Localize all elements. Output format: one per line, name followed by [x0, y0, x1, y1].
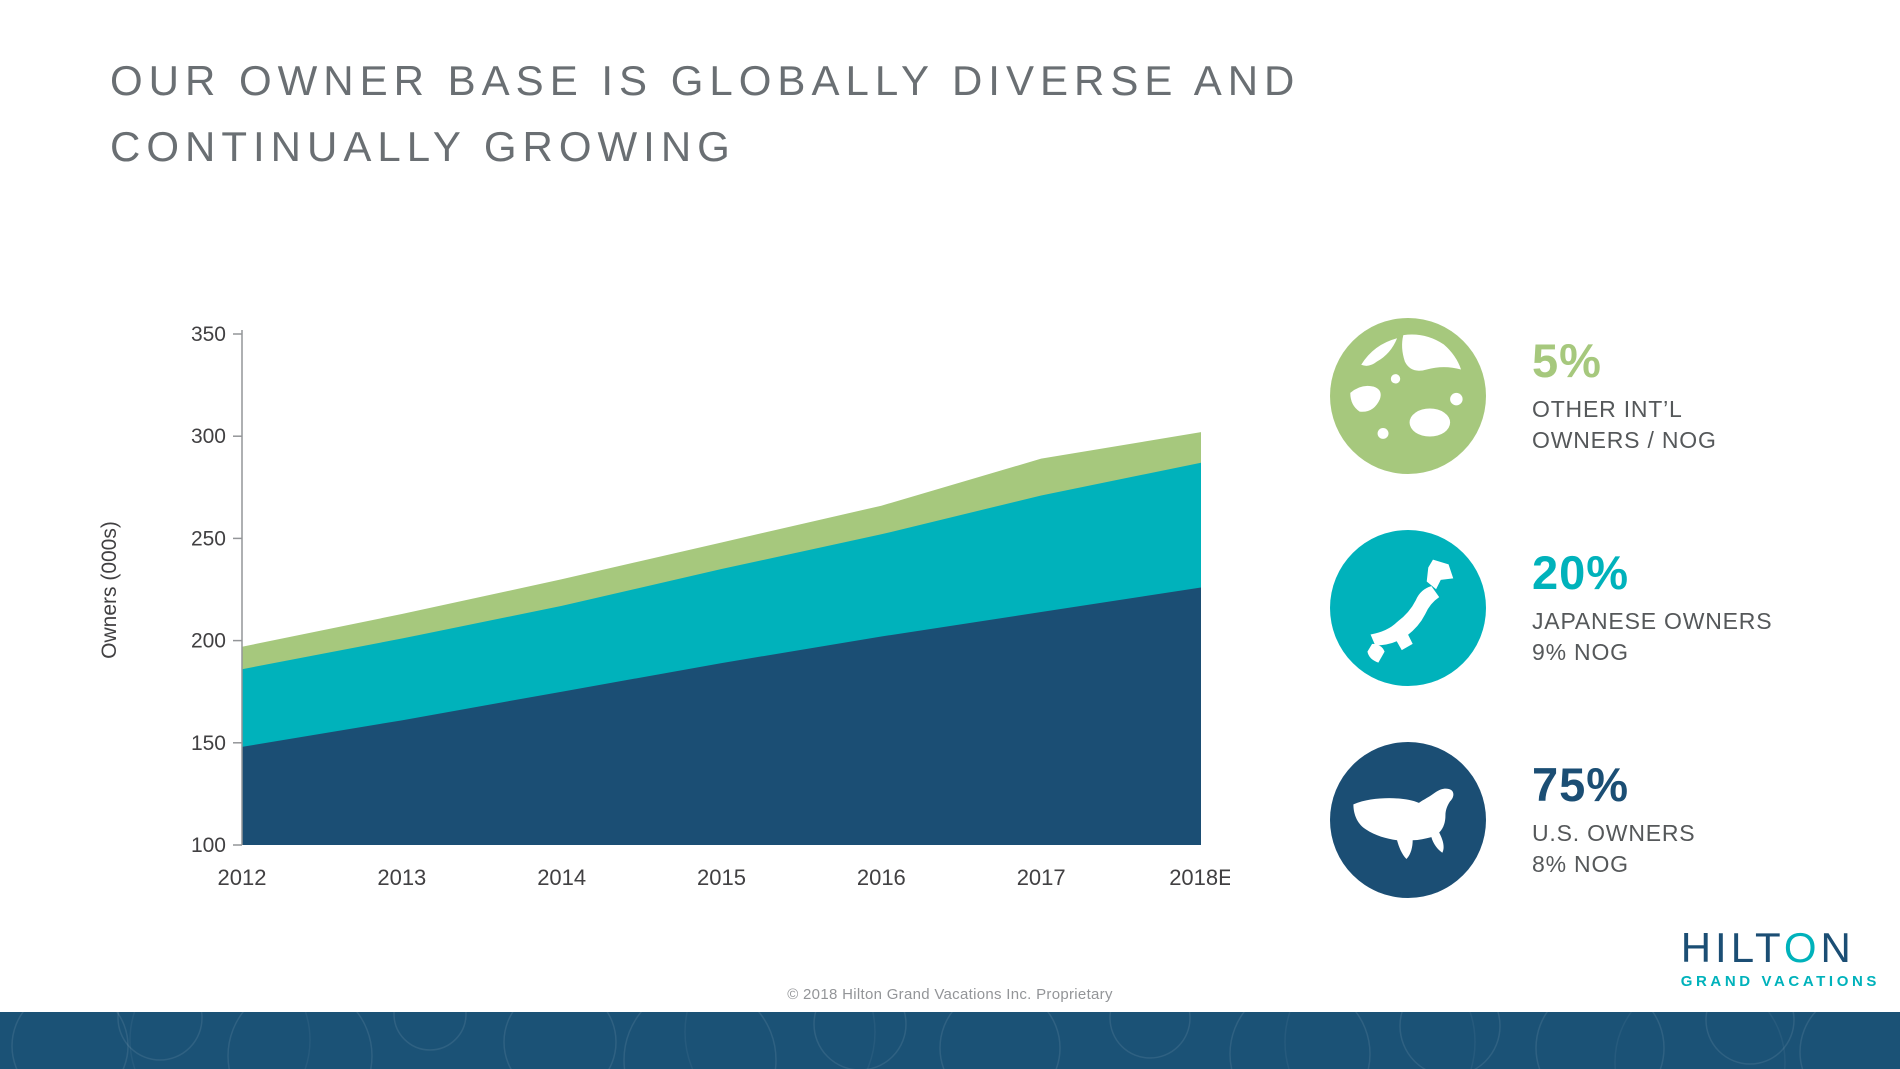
legend-item-japan: 20% JAPANESE OWNERS 9% NOG: [1330, 530, 1870, 686]
band-circle-pattern: [11, 1012, 1817, 1069]
other-intl-label-line2: OWNERS / NOG: [1532, 427, 1717, 454]
x-tick-label-2014: 2014: [537, 865, 586, 890]
japan-label-line1: JAPANESE OWNERS: [1532, 608, 1773, 635]
hgv-logo-brand: HILTON: [1681, 926, 1880, 970]
y-tick-label: 200: [191, 630, 226, 653]
legend-text-us: 75% U.S. OWNERS 8% NOG: [1532, 757, 1696, 880]
japan-percent: 20%: [1532, 545, 1630, 599]
globe-icon: [1330, 318, 1486, 474]
x-tick-label-2012: 2012: [218, 865, 267, 890]
x-tick-label-2016: 2016: [857, 865, 906, 890]
legend-item-other-intl: 5% OTHER INT’L OWNERS / NOG: [1330, 318, 1870, 474]
hgv-logo-brand-accent-o: O: [1783, 924, 1821, 971]
other-intl-label-line1: OTHER INT’L: [1532, 396, 1683, 423]
bottom-decorative-band: [0, 1012, 1900, 1069]
japan-map-icon: [1330, 530, 1486, 686]
hgv-logo-brand-suffix: N: [1820, 924, 1855, 971]
other-intl-percent: 5%: [1532, 333, 1602, 387]
japan-label-line2: 9% NOG: [1532, 639, 1629, 666]
hgv-logo: HILTON GRAND VACATIONS: [1680, 926, 1880, 991]
y-tick-label: 250: [191, 527, 226, 550]
us-label-line2: 8% NOG: [1532, 851, 1629, 878]
slide-title-line2: CONTINUALLY GROWING: [110, 123, 736, 170]
y-tick-label: 150: [191, 732, 226, 755]
legend-item-us: 75% U.S. OWNERS 8% NOG: [1330, 742, 1870, 898]
hgv-logo-subtitle: GRAND VACATIONS: [1680, 973, 1880, 990]
x-tick-label-2018E: 2018E: [1169, 865, 1230, 890]
legend-text-japan: 20% JAPANESE OWNERS 9% NOG: [1532, 545, 1773, 668]
owners-stacked-area-chart: Owners (000s) 100 150 200 250 300 350 2012 2013…: [100, 323, 1230, 890]
copyright-text: © 2018 Hilton Grand Vacations Inc. Propr…: [787, 986, 1113, 1003]
owners-chart-area: Owners (000s) 100 150 200 250 300 350 2012 2013…: [100, 310, 1230, 910]
y-tick-label: 300: [191, 425, 226, 448]
slide-title-line1: OUR OWNER BASE IS GLOBALLY DIVERSE AND: [110, 57, 1301, 104]
legend-text-other-intl: 5% OTHER INT’L OWNERS / NOG: [1532, 333, 1717, 456]
y-axis-title: Owners (000s): [100, 521, 121, 659]
x-tick-label-2013: 2013: [377, 865, 426, 890]
x-tick-label-2017: 2017: [1017, 865, 1066, 890]
us-map-icon: [1330, 742, 1486, 898]
hgv-logo-brand-prefix: HILT: [1680, 924, 1784, 971]
us-label-line1: U.S. OWNERS: [1532, 820, 1696, 847]
y-tick-label: 100: [191, 834, 226, 857]
us-percent: 75%: [1532, 757, 1630, 811]
slide-title: OUR OWNER BASE IS GLOBALLY DIVERSE AND C…: [110, 48, 1510, 180]
legend-panel: 5% OTHER INT’L OWNERS / NOG 20%: [1330, 318, 1870, 954]
y-tick-label: 350: [191, 323, 226, 346]
area-series-0: [242, 587, 1201, 845]
x-tick-label-2015: 2015: [697, 865, 746, 890]
